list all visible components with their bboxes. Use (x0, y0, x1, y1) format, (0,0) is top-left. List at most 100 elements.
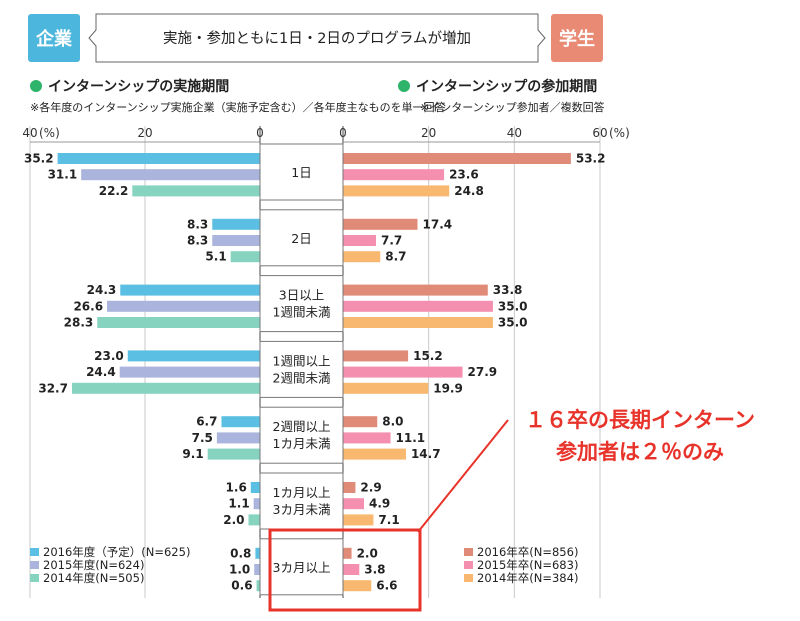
data-label-right: 24.8 (454, 184, 484, 198)
legend-swatch-right (464, 548, 473, 556)
banner-frame (88, 13, 546, 63)
data-label-left: 23.0 (94, 349, 124, 363)
bar-right (343, 482, 356, 493)
data-label-left: 8.3 (187, 234, 208, 248)
left-section-dot (30, 80, 42, 92)
data-label-left: 1.6 (226, 481, 247, 495)
data-label-right: 4.9 (369, 497, 390, 511)
data-label-left: 7.5 (192, 431, 213, 445)
data-label-left: 28.3 (64, 316, 94, 330)
bar-left (207, 448, 260, 460)
legend-swatch-left (30, 574, 39, 582)
data-label-right: 2.0 (357, 546, 378, 560)
left-tick-label: 20 (137, 126, 152, 140)
bar-left (127, 350, 260, 362)
category-labels: 1日 2日 3日以上 1週間未満 1週間以上 2週間未満 2週間以上 1カ月未満 1カ月以上 3カ… (259, 143, 344, 596)
data-label-left: 1.0 (229, 563, 250, 577)
bar-left (248, 514, 260, 526)
bar-right (343, 366, 463, 378)
category-label: 1カ月以上 3カ月未満 (273, 485, 331, 517)
category-box (259, 340, 344, 398)
left-section-note: ※各年度のインターンシップ実施企業（実施予定含む）／各年度主なものを単一回答 (30, 100, 446, 114)
right-tick-label: 0 (339, 126, 347, 140)
category-label: 1日 (291, 165, 311, 180)
data-label-left: 2.0 (223, 513, 244, 527)
data-label-left: 35.2 (24, 152, 54, 166)
data-label-right: 35.0 (498, 299, 528, 313)
right-section-note: ※インターンシップ参加者／複数回答 (420, 100, 605, 114)
data-label-right: 8.7 (385, 250, 406, 264)
bar-right (343, 350, 409, 362)
bar-right (343, 284, 488, 296)
bar-right (343, 432, 391, 444)
data-label-left: 0.6 (231, 579, 252, 593)
left-tick-label: 40 (22, 126, 37, 140)
category-box (259, 472, 344, 530)
legend-label-right: 2015年卒(N=683) (477, 558, 578, 572)
data-label-right: 15.2 (413, 349, 443, 363)
data-label-right: 6.6 (376, 579, 397, 593)
data-label-right: 23.6 (449, 168, 479, 182)
bar-left (221, 416, 260, 428)
callout-line1: １６卒の長期インターン (525, 408, 755, 432)
data-label-left: 0.8 (230, 546, 251, 560)
bar-left (256, 580, 260, 592)
bars: 35.2 53.2 31.1 23.6 22.2 24.8 8.3 17.4 8.3 7.7 5.1… (24, 152, 605, 593)
company-tag-label: 企業 (35, 28, 73, 50)
data-label-left: 5.1 (205, 250, 226, 264)
data-label-right: 27.9 (468, 365, 498, 379)
right-axis-unit: (%) (609, 126, 630, 140)
legend-swatch-left (30, 548, 39, 556)
category-box (259, 275, 344, 333)
bar-left (254, 564, 260, 575)
bar-right (343, 300, 493, 312)
bar-left (132, 185, 260, 197)
student-tag-label: 学生 (559, 28, 595, 50)
legend: 2016年度（予定）(N=625)2015年度(N=624)2014年度(N=5… (30, 545, 578, 585)
data-label-right: 2.9 (360, 481, 381, 495)
bar-left (250, 482, 260, 493)
bar-right (343, 317, 493, 328)
data-label-right: 14.7 (411, 447, 441, 461)
company-tag (28, 14, 80, 62)
bar-right (343, 251, 381, 263)
bar-right (343, 547, 352, 559)
data-label-right: 7.1 (378, 513, 399, 527)
data-label-right: 8.0 (382, 415, 403, 429)
bar-left (255, 547, 260, 559)
data-label-right: 7.7 (381, 234, 402, 248)
bar-left (107, 300, 260, 312)
data-label-left: 26.6 (73, 299, 103, 313)
legend-swatch-right (464, 561, 473, 569)
bar-right (343, 448, 406, 460)
data-label-right: 33.8 (493, 283, 523, 297)
category-box (259, 143, 344, 201)
bar-right (343, 514, 374, 526)
category-label: 2日 (291, 231, 311, 246)
bar-left (57, 153, 260, 164)
data-label-right: 19.9 (433, 381, 463, 395)
bar-left (212, 235, 260, 246)
category-label: 2週間以上 1カ月未満 (273, 419, 331, 451)
bar-left (97, 317, 261, 328)
bar-right (343, 235, 376, 246)
legend-label-right: 2016年卒(N=856) (477, 545, 578, 559)
category-label: 1週間以上 2週間未満 (273, 353, 331, 385)
category-label: 3日以上 1週間未満 (273, 288, 331, 320)
category-label: 3カ月以上 (273, 560, 331, 575)
bar-right (343, 498, 364, 510)
highlight-box (268, 528, 422, 612)
data-label-right: 53.2 (576, 152, 606, 166)
bar-left (120, 284, 261, 296)
left-section-title: インターンシップの実施期間 (48, 78, 229, 95)
left-axis-unit: (%) (39, 126, 60, 140)
legend-swatch-left (30, 561, 39, 569)
bar-right (343, 185, 450, 197)
data-label-right: 35.0 (498, 316, 528, 330)
bar-left (119, 366, 260, 378)
left-tick-label: 0 (256, 126, 264, 140)
axis-ticks: 40 20 0(%) 0 20 40 60 (%) (22, 126, 629, 140)
legend-swatch-right (464, 574, 473, 582)
student-tag (551, 14, 603, 62)
